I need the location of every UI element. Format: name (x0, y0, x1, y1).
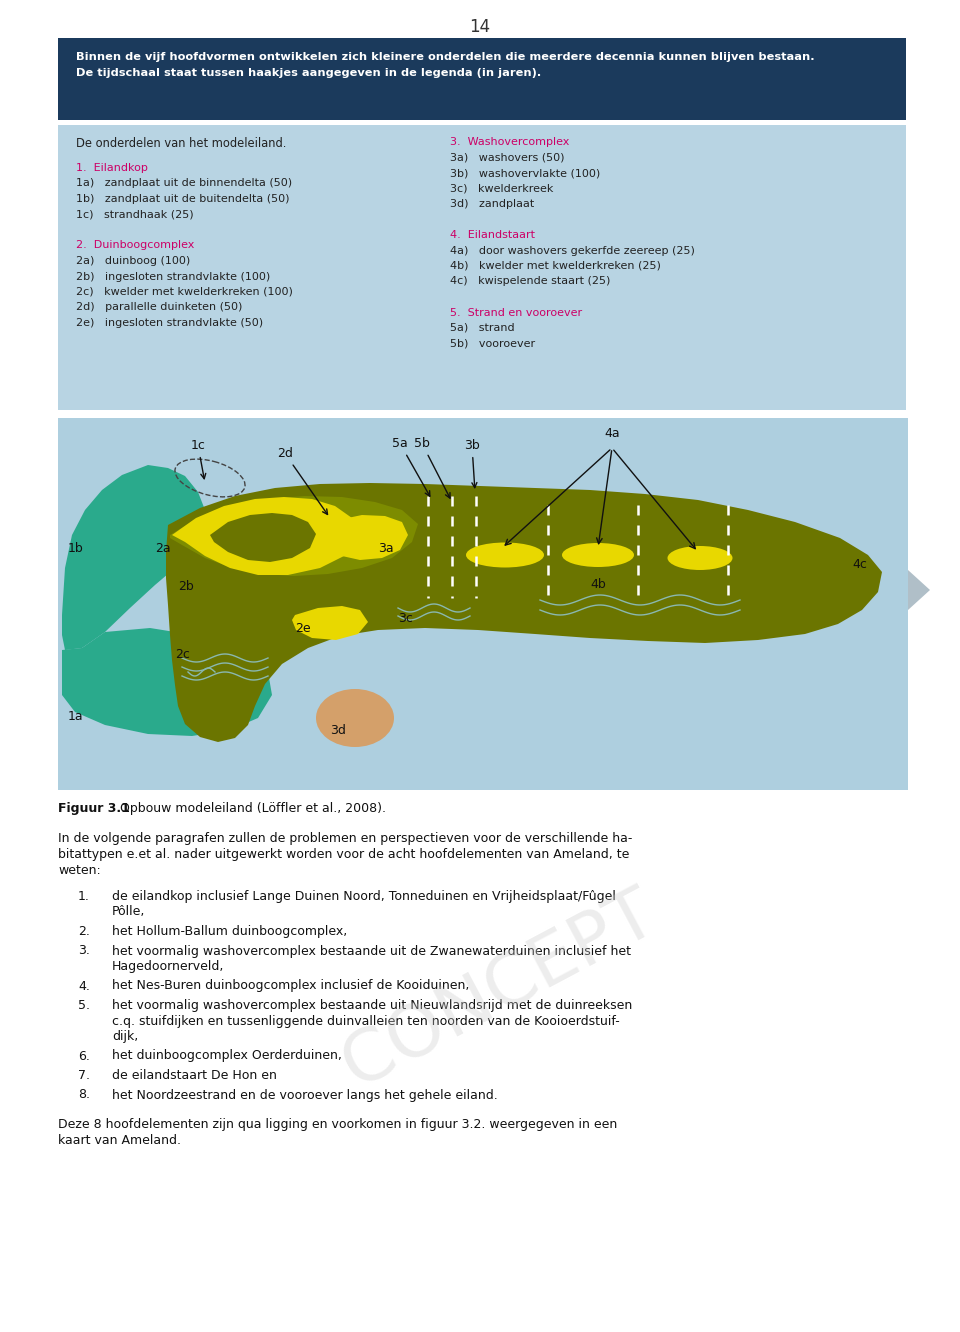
Text: 2.: 2. (78, 924, 90, 938)
Text: 1a: 1a (68, 710, 84, 723)
Text: 2b)   ingesloten strandvlakte (100): 2b) ingesloten strandvlakte (100) (76, 272, 271, 281)
Text: weten:: weten: (58, 864, 101, 876)
Text: bitattypen e.et al. nader uitgewerkt worden voor de acht hoofdelementen van Amel: bitattypen e.et al. nader uitgewerkt wor… (58, 848, 630, 860)
Text: Hagedoornerveld,: Hagedoornerveld, (112, 960, 225, 972)
Polygon shape (170, 496, 418, 575)
Text: 2.  Duinboogcomplex: 2. Duinboogcomplex (76, 241, 194, 250)
Polygon shape (210, 513, 316, 562)
Text: 5b)   vooroever: 5b) vooroever (450, 338, 535, 349)
Text: 3d)   zandplaat: 3d) zandplaat (450, 198, 535, 209)
Text: 3c: 3c (398, 611, 413, 625)
Text: 2a)   duinboog (100): 2a) duinboog (100) (76, 256, 190, 266)
Text: In de volgende paragrafen zullen de problemen en perspectieven voor de verschill: In de volgende paragrafen zullen de prob… (58, 832, 633, 844)
Text: Pôlle,: Pôlle, (112, 906, 145, 919)
Text: 4.: 4. (78, 979, 90, 992)
Text: 7.: 7. (78, 1070, 90, 1082)
Text: 14: 14 (469, 19, 491, 36)
Text: De tijdschaal staat tussen haakjes aangegeven in de legenda (in jaren).: De tijdschaal staat tussen haakjes aange… (76, 68, 541, 79)
Polygon shape (292, 606, 368, 639)
Text: het voormalig washovercomplex bestaande uit de Zwanewaterduinen inclusief het: het voormalig washovercomplex bestaande … (112, 944, 631, 958)
Text: kaart van Ameland.: kaart van Ameland. (58, 1134, 181, 1147)
Text: 5a)   strand: 5a) strand (450, 322, 515, 333)
Text: 4.  Eilandstaart: 4. Eilandstaart (450, 230, 535, 240)
Text: c.q. stuifdijken en tussenliggende duinvalleien ten noorden van de Kooioerdstuif: c.q. stuifdijken en tussenliggende duinv… (112, 1015, 620, 1027)
Text: de eilandkop inclusief Lange Duinen Noord, Tonneduinen en Vrijheidsplaat/Fûgel: de eilandkop inclusief Lange Duinen Noor… (112, 890, 616, 903)
Text: 4a)   door washovers gekerfde zeereep (25): 4a) door washovers gekerfde zeereep (25) (450, 245, 695, 256)
Text: 3.: 3. (78, 944, 90, 958)
Text: 1b: 1b (68, 542, 84, 555)
Text: 1a)   zandplaat uit de binnendelta (50): 1a) zandplaat uit de binnendelta (50) (76, 178, 292, 189)
Ellipse shape (466, 542, 544, 567)
Text: 2c: 2c (175, 647, 190, 661)
Text: 4c: 4c (852, 558, 867, 571)
Polygon shape (172, 497, 358, 575)
Text: 1.: 1. (78, 890, 90, 903)
FancyBboxPatch shape (58, 418, 908, 790)
Text: 5b: 5b (414, 437, 450, 498)
Text: 2e)   ingesloten strandvlakte (50): 2e) ingesloten strandvlakte (50) (76, 318, 263, 328)
Text: 4b: 4b (590, 578, 606, 591)
Ellipse shape (316, 689, 394, 747)
Text: de eilandstaart De Hon en: de eilandstaart De Hon en (112, 1070, 276, 1082)
Text: 4c)   kwispelende staart (25): 4c) kwispelende staart (25) (450, 277, 611, 286)
Text: 2d)   parallelle duinketen (50): 2d) parallelle duinketen (50) (76, 302, 242, 313)
Text: 2d: 2d (277, 448, 327, 514)
Text: het duinboogcomplex Oerderduinen,: het duinboogcomplex Oerderduinen, (112, 1050, 342, 1063)
Text: 1c)   strandhaak (25): 1c) strandhaak (25) (76, 209, 194, 220)
Text: 1.  Eilandkop: 1. Eilandkop (76, 163, 148, 173)
Text: 8.: 8. (78, 1088, 90, 1102)
Text: 3b: 3b (464, 440, 480, 488)
Polygon shape (166, 484, 882, 742)
Text: Deze 8 hoofdelementen zijn qua ligging en voorkomen in figuur 3.2. weergegeven i: Deze 8 hoofdelementen zijn qua ligging e… (58, 1118, 617, 1131)
Text: 5.  Strand en vooroever: 5. Strand en vooroever (450, 308, 582, 317)
Text: 5a: 5a (392, 437, 430, 497)
Text: 2a: 2a (155, 542, 171, 555)
Text: dijk,: dijk, (112, 1030, 138, 1043)
Text: De onderdelen van het modeleiland.: De onderdelen van het modeleiland. (76, 137, 286, 151)
Polygon shape (62, 627, 272, 737)
Text: het Hollum-Ballum duinboogcomplex,: het Hollum-Ballum duinboogcomplex, (112, 924, 348, 938)
Text: het Noordzeestrand en de vooroever langs het gehele eiland.: het Noordzeestrand en de vooroever langs… (112, 1088, 497, 1102)
Ellipse shape (562, 543, 634, 567)
Ellipse shape (667, 546, 732, 570)
Text: 2c)   kwelder met kwelderkreken (100): 2c) kwelder met kwelderkreken (100) (76, 286, 293, 297)
Text: Binnen de vijf hoofdvormen ontwikkelen zich kleinere onderdelen die meerdere dec: Binnen de vijf hoofdvormen ontwikkelen z… (76, 52, 815, 63)
Text: Opbouw modeleiland (Löffler et al., 2008).: Opbouw modeleiland (Löffler et al., 2008… (116, 802, 386, 815)
Text: 4b)   kwelder met kwelderkreken (25): 4b) kwelder met kwelderkreken (25) (450, 261, 660, 270)
Text: 1b)   zandplaat uit de buitendelta (50): 1b) zandplaat uit de buitendelta (50) (76, 194, 290, 204)
Polygon shape (62, 465, 205, 650)
Text: 3.  Washovercomplex: 3. Washovercomplex (450, 137, 569, 147)
Text: CONCEPT: CONCEPT (331, 879, 668, 1102)
Text: het voormalig washovercomplex bestaande uit Nieuwlandsrijd met de duinreeksen: het voormalig washovercomplex bestaande … (112, 999, 633, 1012)
FancyBboxPatch shape (58, 125, 906, 410)
Text: 3c)   kwelderkreek: 3c) kwelderkreek (450, 184, 553, 193)
FancyBboxPatch shape (58, 39, 906, 120)
Text: het Nes-Buren duinboogcomplex inclusief de Kooiduinen,: het Nes-Buren duinboogcomplex inclusief … (112, 979, 469, 992)
Text: 3d: 3d (330, 725, 346, 737)
Text: Figuur 3.1: Figuur 3.1 (58, 802, 130, 815)
Text: 3a)   washovers (50): 3a) washovers (50) (450, 152, 564, 163)
Text: 3b)   washovervlakte (100): 3b) washovervlakte (100) (450, 168, 600, 178)
Polygon shape (332, 515, 408, 559)
Text: 3a: 3a (378, 542, 394, 555)
Text: 6.: 6. (78, 1050, 90, 1063)
Text: 5.: 5. (78, 999, 90, 1012)
Text: 4a: 4a (604, 428, 620, 440)
Polygon shape (908, 570, 930, 610)
Text: 2b: 2b (178, 579, 194, 593)
Text: 2e: 2e (295, 622, 311, 635)
Text: 1c: 1c (191, 440, 205, 478)
